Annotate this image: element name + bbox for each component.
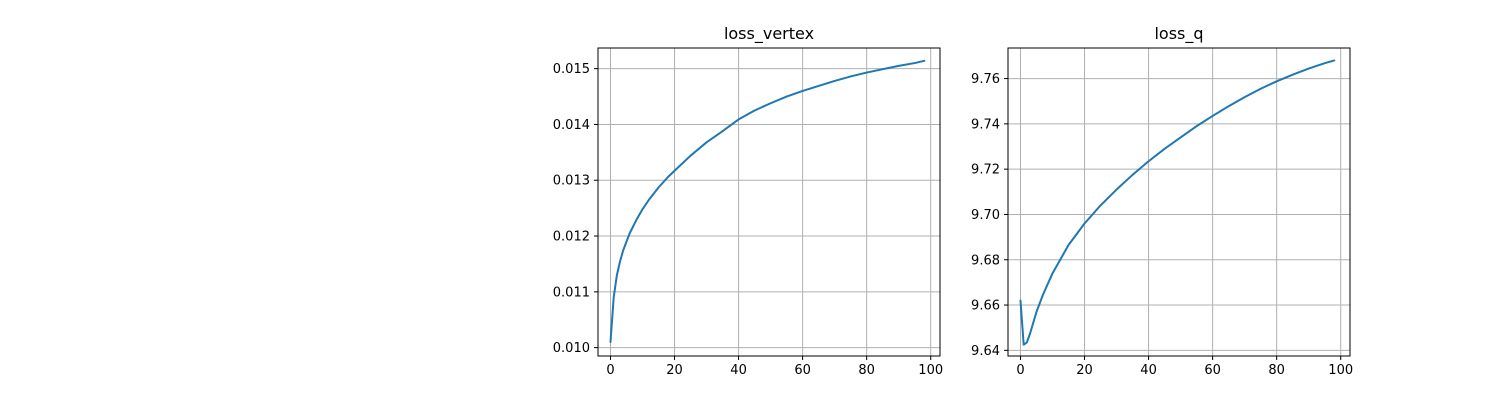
x-tick-label: 100 (1328, 363, 1353, 378)
x-tick-label: 100 (918, 363, 943, 378)
axes-frame (1007, 47, 1351, 357)
y-tick-label: 0.015 (553, 62, 590, 77)
y-tick-label: 9.72 (971, 163, 1000, 178)
chart-title: loss_q (1154, 24, 1203, 44)
y-tick-label: 9.66 (971, 299, 1000, 314)
x-tick-label: 20 (1076, 363, 1093, 378)
y-tick-label: 0.012 (553, 230, 590, 245)
x-tick-label: 40 (730, 363, 747, 378)
chart-panel-loss-vertex: 0 20 40 60 80 100 0.010 0.011 0.012 0.013 0.014 0.0… (553, 24, 943, 378)
y-tick-label: 9.64 (971, 344, 1000, 359)
x-tick-label: 0 (606, 363, 614, 378)
y-tick-label: 0.010 (553, 341, 590, 356)
y-tick-label: 9.68 (971, 253, 1000, 268)
chart-title: loss_vertex (724, 24, 814, 44)
y-tick-label: 9.76 (971, 72, 1000, 87)
series-line (609, 59, 926, 344)
y-tick-label: 0.011 (553, 285, 590, 300)
x-tick-label: 40 (1140, 363, 1157, 378)
y-tick-label: 9.74 (971, 117, 1000, 132)
y-tick-label: 9.70 (971, 208, 1000, 223)
series-line (1019, 59, 1336, 346)
y-tick-label: 0.013 (553, 174, 590, 189)
x-tick-label: 80 (858, 363, 875, 378)
x-tick-label: 20 (666, 363, 683, 378)
x-tick-label: 60 (1204, 363, 1221, 378)
x-tick-label: 0 (1016, 363, 1024, 378)
x-tick-label: 80 (1268, 363, 1285, 378)
axes-frame (597, 47, 941, 357)
x-tick-label: 60 (794, 363, 811, 378)
chart-panel-loss-q: 0 20 40 60 80 100 9.64 9.66 9.68 9.70 9.72 9.74 9.76… (971, 24, 1353, 378)
y-tick-label: 0.014 (553, 118, 590, 133)
